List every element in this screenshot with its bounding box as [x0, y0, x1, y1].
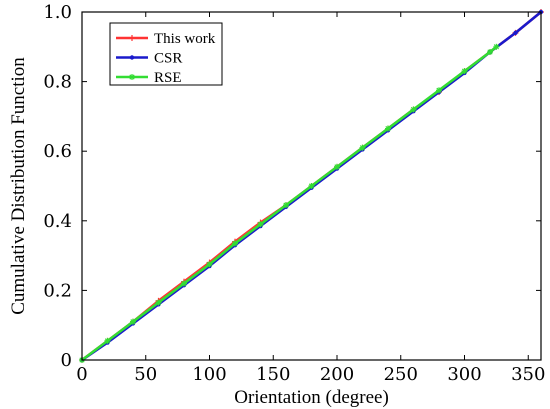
data-point — [359, 144, 366, 151]
x-tick-label: 150 — [256, 364, 290, 385]
legend-item: CSR — [116, 51, 182, 67]
data-point — [308, 183, 315, 189]
data-point — [513, 30, 518, 36]
data-point — [283, 202, 289, 209]
x-tick-label: 0 — [76, 364, 87, 385]
legend-item: RSE — [116, 70, 182, 86]
data-point — [493, 43, 500, 50]
legend-marker — [129, 74, 135, 80]
y-tick-label: 0.4 — [43, 211, 72, 232]
legend-label: This work — [154, 31, 216, 47]
y-tick-label: 0 — [61, 350, 72, 371]
data-point — [130, 318, 136, 325]
y-tick-label: 0.6 — [43, 141, 72, 162]
y-tick-label: 0.8 — [43, 72, 72, 93]
data-point — [257, 221, 264, 228]
legend: This work CSR RSE — [109, 22, 223, 86]
x-tick-label: 250 — [384, 364, 418, 385]
y-axis-label: Cumulative Distribution Function — [8, 57, 29, 315]
data-point — [410, 106, 417, 113]
plot-area — [79, 9, 544, 363]
data-point — [232, 240, 238, 247]
legend-marker — [129, 55, 135, 60]
data-point — [461, 68, 468, 75]
x-tick-label: 50 — [134, 364, 157, 385]
data-point — [206, 261, 213, 268]
data-point — [436, 87, 442, 94]
data-point — [334, 163, 340, 170]
legend-box — [109, 22, 223, 86]
plot-frame — [81, 11, 542, 361]
series-line — [81, 45, 498, 362]
data-point — [104, 337, 111, 344]
data-point — [181, 280, 187, 287]
data-point — [487, 49, 493, 56]
series-rse — [79, 43, 500, 363]
axes: 0 50 100 150 200 250 300 350 0 0.2 0.4 0.6 0.8 1.0 — [43, 2, 545, 385]
legend-label: RSE — [154, 70, 182, 86]
y-tick-label: 0.2 — [43, 280, 72, 301]
x-tick-label: 100 — [192, 364, 226, 385]
legend-marker — [129, 35, 135, 41]
x-tick-label: 300 — [447, 364, 481, 385]
x-axis-label: Orientation (degree) — [234, 387, 389, 408]
x-tick-label: 200 — [320, 364, 354, 385]
y-tick-label: 1.0 — [43, 2, 72, 23]
data-point — [155, 299, 162, 306]
legend-label: CSR — [154, 51, 182, 67]
legend-item: This work — [116, 31, 216, 47]
data-point — [385, 125, 391, 132]
x-tick-label: 350 — [511, 364, 545, 385]
